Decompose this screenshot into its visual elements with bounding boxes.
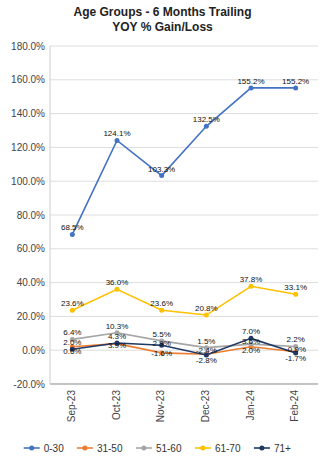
data-label: 5.5%: [153, 330, 171, 339]
y-tick-label: 0.0%: [22, 345, 45, 356]
point: [70, 308, 75, 313]
data-label: 132.5%: [193, 115, 220, 124]
series-line: [72, 286, 295, 315]
grid-line: [50, 113, 318, 114]
point: [293, 85, 298, 90]
y-tick-label: 80.0%: [17, 210, 45, 221]
legend-marker: [82, 446, 87, 451]
series-line: [72, 333, 295, 348]
data-label: 103.3%: [148, 165, 175, 174]
title-line: Age Groups - 6 Months Trailing: [73, 5, 251, 19]
x-tick-label: Jan-24: [245, 390, 256, 421]
grid-line: [50, 46, 318, 47]
grid-line: [50, 215, 318, 216]
point: [159, 308, 164, 313]
data-label: -2.8%: [196, 356, 217, 365]
grid-line: [50, 147, 318, 148]
data-label: 68.5%: [61, 223, 84, 232]
data-label: 155.2%: [282, 77, 309, 86]
y-tick-label: 40.0%: [17, 277, 45, 288]
grid-line: [50, 248, 318, 249]
point: [249, 85, 254, 90]
data-label: 10.3%: [106, 322, 129, 331]
data-label: 4.3%: [108, 332, 126, 341]
point: [293, 292, 298, 297]
title-line: YOY % Gain/Loss: [112, 20, 213, 34]
legend-marker: [29, 446, 34, 451]
legend-label: 61-70: [215, 443, 241, 454]
y-tick-label: 60.0%: [17, 243, 45, 254]
x-tick-label: Oct-23: [111, 390, 122, 420]
legend-label: 71+: [274, 443, 291, 454]
data-label: 2.0%: [242, 346, 260, 355]
x-tick-label: Sep-23: [66, 390, 77, 423]
data-label: 124.1%: [103, 129, 130, 138]
plot-area: [70, 85, 298, 357]
legend-label: 51-60: [156, 443, 182, 454]
point: [204, 313, 209, 318]
data-label: 33.1%: [284, 283, 307, 292]
series-line: [72, 88, 295, 235]
y-tick-label: 140.0%: [11, 108, 45, 119]
y-tick-label: 160.0%: [11, 74, 45, 85]
x-axis-line: [50, 384, 318, 385]
x-tick-label: Feb-24: [289, 390, 300, 422]
y-tick-label: -20.0%: [13, 379, 45, 390]
grid-line: [50, 316, 318, 317]
legend-item: 61-70: [195, 443, 241, 454]
data-label: -2.4%: [196, 346, 217, 355]
grid-line: [50, 384, 318, 385]
y-tick-label: 20.0%: [17, 311, 45, 322]
data-label: 1.5%: [197, 337, 215, 346]
point: [249, 284, 254, 289]
y-axis-line: [50, 46, 51, 384]
point: [70, 232, 75, 237]
point: [115, 138, 120, 143]
data-label: 23.6%: [61, 299, 84, 308]
data-label: 3.6%: [242, 337, 260, 346]
data-label: 2.9%: [153, 339, 171, 348]
grid: [50, 46, 318, 384]
data-label: 3.9%: [108, 341, 126, 350]
data-label: 155.2%: [237, 77, 264, 86]
data-label: -0.9%: [285, 345, 306, 354]
data-label: -1.6%: [151, 349, 172, 358]
chart: Age Groups - 6 Months TrailingYOY % Gain…: [0, 0, 325, 466]
grid-line: [50, 79, 318, 80]
data-label: 20.8%: [195, 304, 218, 313]
grid-line: [50, 181, 318, 182]
grid-line: [50, 282, 318, 283]
data-label: 2.0%: [63, 338, 81, 347]
series-line: [72, 338, 295, 355]
legend-item: 71+: [254, 443, 291, 454]
x-tick-label: Nov-23: [155, 390, 166, 423]
data-label: 2.2%: [287, 335, 305, 344]
legend-marker: [259, 446, 264, 451]
legend-label: 0-30: [44, 443, 64, 454]
y-tick-label: 100.0%: [11, 176, 45, 187]
legend-marker: [141, 446, 146, 451]
legend-item: 51-60: [136, 443, 182, 454]
title: Age Groups - 6 Months TrailingYOY % Gain…: [73, 5, 251, 34]
legend-item: 31-50: [77, 443, 123, 454]
data-labels: 68.5%23.6%6.4%2.0%0.6%124.1%36.0%10.3%4.…: [61, 77, 309, 365]
point: [204, 124, 209, 129]
data-label: 36.0%: [106, 278, 129, 287]
y-tick-label: 120.0%: [11, 142, 45, 153]
legend-marker: [200, 446, 205, 451]
point: [159, 173, 164, 178]
data-label: 6.4%: [63, 328, 81, 337]
data-label: 23.6%: [150, 299, 173, 308]
x-tick-label: Dec-23: [200, 390, 211, 423]
data-label: 0.6%: [63, 347, 81, 356]
legend: 0-30 31-50 51-60 61-70 71+: [24, 443, 291, 454]
y-tick-label: 180.0%: [11, 41, 45, 52]
legend-label: 31-50: [97, 443, 123, 454]
data-label: -1.7%: [285, 354, 306, 363]
point: [115, 287, 120, 292]
legend-item: 0-30: [24, 443, 64, 454]
data-label: 37.8%: [240, 275, 263, 284]
data-label: 7.0%: [242, 327, 260, 336]
